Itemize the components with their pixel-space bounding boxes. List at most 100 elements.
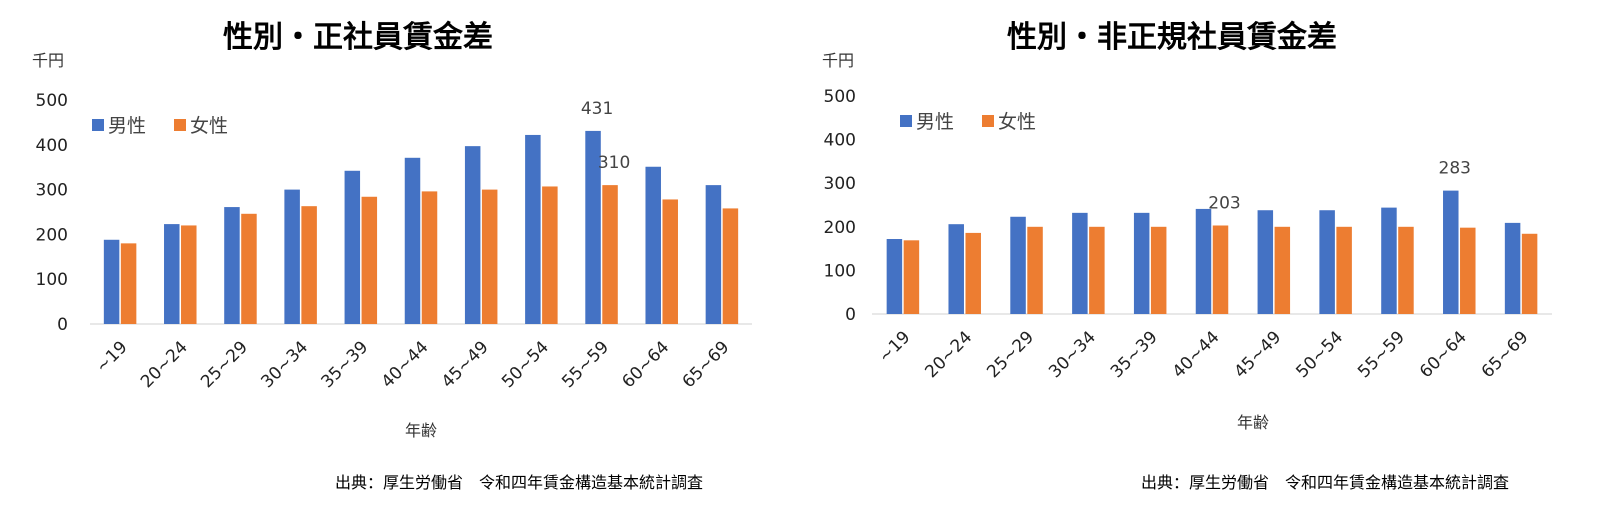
left-bar-female [421,191,438,324]
left-x-tick-label: 35~39 [318,337,373,392]
right-bar-female [1150,226,1167,314]
right-legend-swatch [982,115,994,127]
right-legend-label: 男性 [916,111,954,133]
right-y-tick-label: 0 [845,305,856,325]
right-x-tick-label: 50~54 [1292,327,1347,382]
right-data-label: 283 [1439,159,1471,179]
right-y-tick-label: 500 [824,87,856,107]
left-x-tick-label: 30~34 [257,337,312,392]
left-source-note: 出典：厚生労働省 令和四年賃金構造基本統計調査 [335,473,703,492]
left-legend-label: 女性 [190,115,228,137]
right-x-tick-label: 55~59 [1354,327,1409,382]
right-bar-female [903,240,920,314]
left-bar-male [103,239,120,324]
right-bar-male [948,224,964,314]
right-bar-female [1212,225,1229,314]
right-x-tick-label: 65~69 [1478,327,1533,382]
left-bar-female [301,206,317,324]
right-x-tick-label: 45~49 [1231,327,1286,382]
left-y-tick-label: 200 [36,225,68,245]
left-y-tick-label: 400 [36,136,68,156]
right-x-tick-label: 40~44 [1169,327,1224,382]
left-y-tick-label: 500 [36,91,68,111]
right-bar-female [1336,226,1352,314]
left-bar-female [662,199,678,324]
right-data-label: 203 [1208,193,1240,213]
left-data-label: 431 [581,99,613,119]
left-x-tick-label: 45~49 [438,337,493,392]
right-bar-male [1381,207,1397,314]
right-chart-title: 性別・非正規社員賃金差 [1007,20,1337,55]
right-x-tick-label: ~19 [875,327,915,367]
left-bar-male [344,170,361,324]
right-x-axis-label: 年齢 [1237,413,1269,432]
left-bar-male [464,146,481,324]
left-bar-male [224,207,240,324]
left-bar-female [722,208,739,324]
right-bar-female [965,232,981,314]
left-x-tick-label: 20~24 [137,337,192,392]
right-bar-female [1521,233,1538,314]
left-bar-female [181,225,197,324]
chart-left: 性別・正社員賃金差千円 0 100 200 300 400 500 431 310 ~19 20~2… [32,20,752,492]
left-x-axis-label: 年齢 [405,421,437,440]
left-chart-title: 性別・正社員賃金差 [223,20,493,55]
right-y-tick-label: 400 [824,131,856,151]
right-legend-label: 女性 [998,111,1036,133]
right-bar-female [1398,226,1414,314]
left-y-unit: 千円 [32,51,64,70]
left-x-tick-label: 60~64 [618,337,673,392]
right-bar-male [1133,212,1150,314]
right-x-tick-label: 20~24 [921,327,976,382]
left-bar-male [404,157,421,324]
left-x-tick-label: ~19 [92,337,132,377]
left-bar-male [164,224,180,324]
left-x-tick-label: 65~69 [679,337,734,392]
left-x-tick-label: 50~54 [498,337,553,392]
left-y-tick-label: 300 [36,181,68,201]
right-bar-female [1089,226,1105,314]
right-x-tick-label: 30~34 [1045,327,1100,382]
left-bar-female [481,189,498,324]
right-x-tick-label: 35~39 [1107,327,1162,382]
right-bar-male [1072,212,1088,314]
left-x-tick-label: 40~44 [378,337,433,392]
right-legend-swatch [900,115,912,127]
left-y-tick-label: 100 [36,270,68,290]
chart-right: 性別・非正規社員賃金差千円 0 100 200 300 400 500 203 283 ~19 20… [800,0,1600,520]
right-bar-male [1195,208,1212,314]
right-y-tick-label: 100 [824,261,856,281]
right-y-tick-label: 300 [824,174,856,194]
left-bar-female [602,185,618,324]
left-legend-swatch [92,119,104,131]
left-legend-label: 男性 [108,115,146,137]
right-bar-male [1504,222,1521,314]
left-bar-female [361,196,378,324]
left-bar-male [645,166,661,324]
left-bar-male [284,189,300,324]
right-y-unit: 千円 [822,51,854,70]
right-source-note: 出典：厚生労働省 令和四年賃金構造基本統計調査 [1141,473,1509,492]
right-bar-female [1460,227,1476,314]
right-y-tick-label: 200 [824,218,856,238]
right-x-tick-label: 25~29 [983,327,1038,382]
left-data-label: 310 [598,153,630,173]
left-bar-male [585,130,601,324]
left-x-tick-label: 25~29 [197,337,252,392]
left-bar-female [120,243,137,324]
left-bar-male [705,185,722,324]
left-x-tick-label: 55~59 [558,337,613,392]
right-bar-male [1257,210,1274,314]
right-bar-male [1443,190,1459,314]
left-bar-female [542,186,558,324]
right-bar-female [1027,226,1043,314]
right-bar-male [886,239,903,314]
left-y-tick-label: 0 [57,315,68,335]
right-bar-male [1010,216,1026,314]
right-x-tick-label: 60~64 [1416,327,1471,382]
right-bar-male [1319,210,1335,314]
left-bar-male [525,134,541,324]
right-bar-female [1274,226,1291,314]
